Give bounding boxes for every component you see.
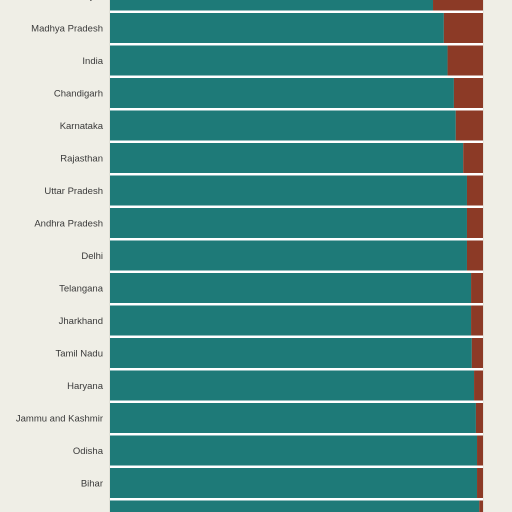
bar-segment-primary <box>110 435 478 466</box>
bar-segment-secondary <box>443 13 483 43</box>
bar-segment-primary <box>110 78 454 108</box>
category-label: Odisha <box>73 446 104 457</box>
bar-segment-primary <box>110 500 480 512</box>
category-label: Delhi <box>81 251 103 262</box>
category-label: Tamil Nadu <box>55 349 103 360</box>
category-label: Madhya Pradesh <box>31 24 103 35</box>
bar-segment-secondary <box>433 0 483 11</box>
bar-segment-primary <box>110 45 448 76</box>
bars <box>110 0 483 512</box>
bar-segment-primary <box>110 13 444 43</box>
bar-segment-primary <box>110 0 434 11</box>
bar-segment-secondary <box>453 78 483 108</box>
bar-segment-secondary <box>455 110 483 141</box>
category-label: Uttar Pradesh <box>44 186 103 197</box>
bar-segment-secondary <box>463 143 483 173</box>
category-label: Jharkhand <box>59 316 103 327</box>
bar-segment-primary <box>110 240 467 271</box>
category-label: Telangana <box>59 284 104 295</box>
bar-segment-secondary <box>477 435 483 466</box>
bar-segment-secondary <box>447 45 483 76</box>
category-label: Rajasthan <box>60 154 103 165</box>
bar-segment-secondary <box>466 208 483 238</box>
category-label: Bihar <box>81 479 103 490</box>
bar-segment-primary <box>110 338 472 368</box>
bar-segment-primary <box>110 143 464 173</box>
bar-segment-primary <box>110 468 478 498</box>
bar-segment-secondary <box>475 403 483 433</box>
bar-segment-secondary <box>477 468 483 498</box>
category-label: Andhra Pradesh <box>34 219 103 230</box>
bar-segment-secondary <box>474 370 483 401</box>
bar-segment-primary <box>110 273 472 303</box>
category-labels: Punjab Madhya Pradesh India Chandigarh Karna… <box>16 0 104 490</box>
category-label: India <box>82 56 103 67</box>
bar-segment-primary <box>110 110 456 141</box>
bar-segment-primary <box>110 208 467 238</box>
category-label: Chandigarh <box>54 89 103 100</box>
category-label: Punjab <box>73 0 103 2</box>
bar-segment-secondary <box>479 500 483 512</box>
bar-segment-secondary <box>466 175 483 206</box>
category-label: Karnataka <box>60 121 104 132</box>
bar-segment-secondary <box>471 305 483 336</box>
bar-segment-secondary <box>466 240 483 271</box>
bar-segment-secondary <box>471 273 483 303</box>
bar-segment-primary <box>110 175 467 206</box>
category-label: Haryana <box>67 381 104 392</box>
bar-segment-primary <box>110 305 472 336</box>
bar-segment-primary <box>110 370 475 401</box>
bar-segment-secondary <box>471 338 483 368</box>
bar-segment-primary <box>110 403 476 433</box>
category-label: Jammu and Kashmir <box>16 414 103 425</box>
